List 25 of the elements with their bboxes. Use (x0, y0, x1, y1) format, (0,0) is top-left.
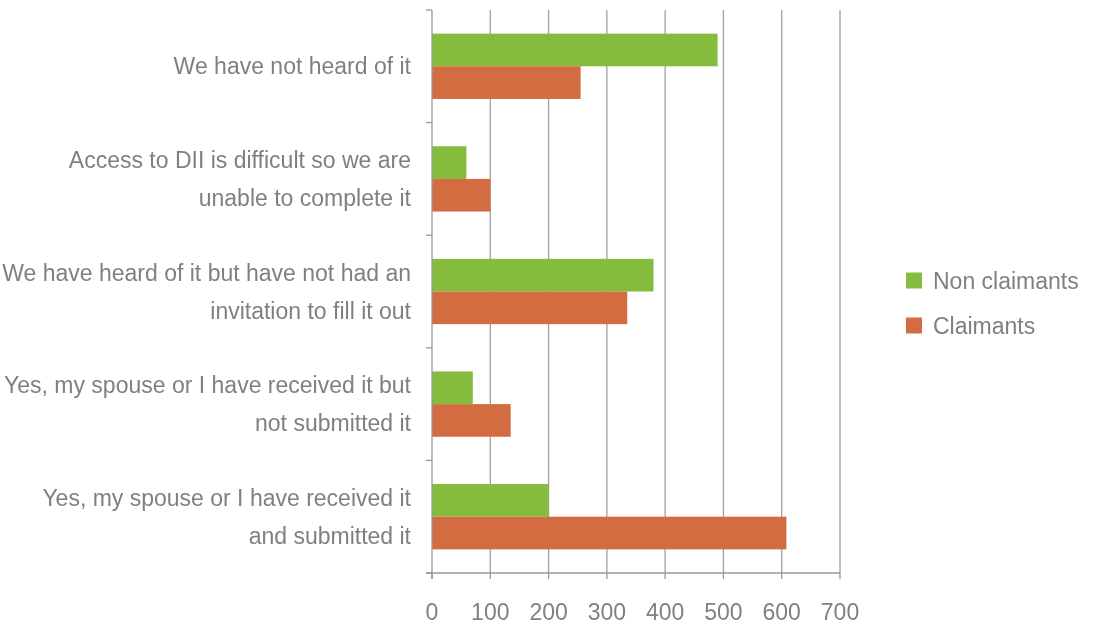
x-tick-label: 300 (587, 599, 627, 625)
bar (432, 484, 549, 517)
bar (432, 146, 467, 179)
y-tick-label: We have not heard of it (173, 53, 412, 80)
x-tick-label: 0 (425, 599, 439, 625)
bar (432, 258, 654, 292)
x-tick-label: 500 (704, 599, 743, 625)
y-tick-label: Yes, my spouse or I have received it but not submitted it (4, 372, 412, 437)
x-tick-label: 200 (529, 599, 568, 625)
bar (432, 516, 787, 550)
bar (432, 33, 718, 67)
legend-label: Non claimants (933, 267, 1079, 294)
bar (432, 404, 511, 437)
bar (432, 371, 473, 405)
x-tick-label: 600 (762, 599, 801, 625)
legend-label: Claimants (933, 312, 1036, 339)
y-tick-label: Yes, my spouse or I have received it and submitted it (42, 484, 412, 549)
bar (432, 66, 581, 99)
x-tick-label: 400 (645, 599, 685, 625)
y-tick-label: Access to DII is difficult so we are unable to complete it (68, 146, 412, 211)
bar (432, 291, 628, 325)
y-tick-label: We have heard of it but have not had an invitation to fill it out (2, 259, 412, 324)
x-tick-label: 700 (820, 599, 860, 625)
x-tick-label: 100 (471, 599, 510, 625)
bar (432, 178, 491, 212)
